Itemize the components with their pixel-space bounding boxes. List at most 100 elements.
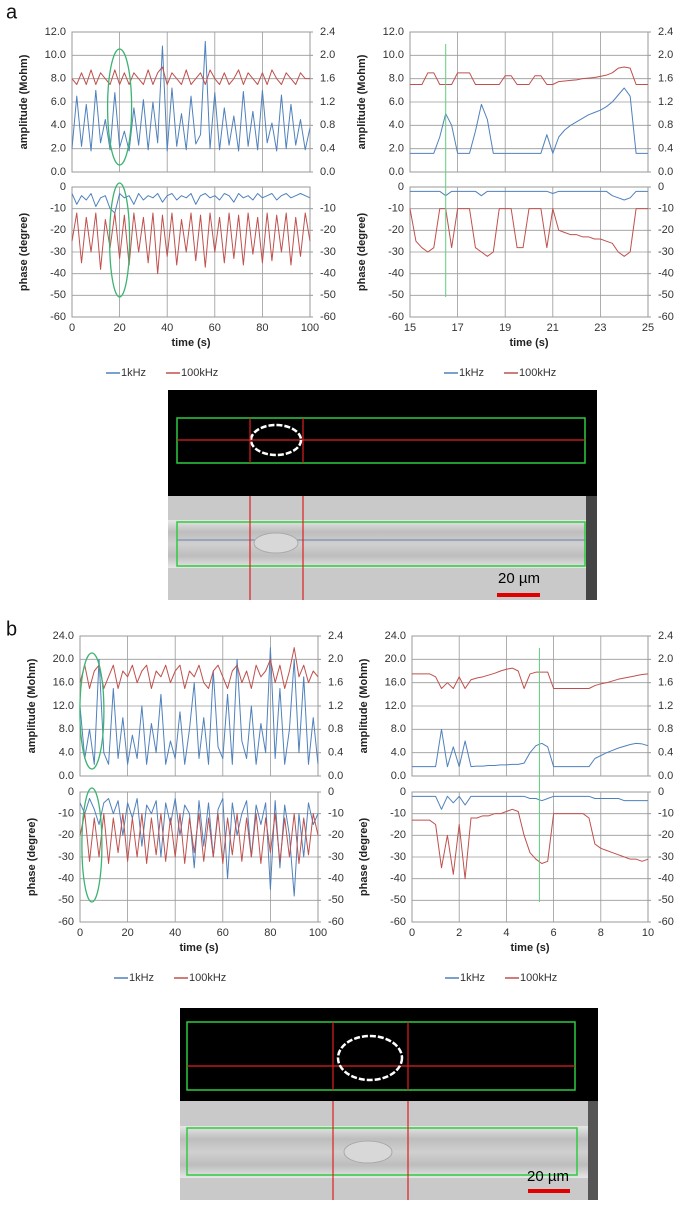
y2-tick-label: -40	[658, 873, 674, 885]
x-tick-label: 8	[598, 927, 604, 939]
y-tick-label: -40	[388, 268, 404, 280]
data-line	[412, 808, 649, 880]
y2-tick-label: 1.2	[320, 96, 335, 108]
x-tick-label: 23	[594, 322, 606, 334]
y-tick-label: 8.0	[51, 73, 66, 85]
y-tick-label: 2.0	[51, 143, 66, 155]
x-axis-title: time (s)	[509, 337, 548, 349]
y-tick-label: 0	[398, 181, 404, 193]
x-tick-label: 25	[642, 322, 654, 334]
data-line	[71, 40, 311, 152]
y-tick-label: 16.0	[53, 677, 74, 689]
y2-tick-label: 1.2	[658, 700, 673, 712]
highlight-ellipse	[81, 787, 103, 903]
y2-tick-label: -20	[320, 224, 336, 236]
y2-tick-label: -40	[320, 268, 336, 280]
y-tick-label: 2.0	[389, 143, 404, 155]
x-tick-label: 2	[456, 927, 462, 939]
chart: 0.0 2.0 4.0 6.0 8.0 10.0 12.0 0.0 0.4 0.8 1.2 1.6 2.…	[356, 26, 674, 379]
y-tick-label: 8.0	[59, 723, 74, 735]
x-tick-label: 0	[409, 927, 415, 939]
data-line	[412, 667, 649, 689]
y-tick-label: 12.0	[383, 26, 404, 38]
y2-tick-label: 0.4	[658, 747, 673, 759]
y2-tick-label: -10	[658, 203, 674, 215]
x-tick-label: 100	[309, 927, 327, 939]
y-tick-label: 10.0	[383, 49, 404, 61]
y2-tick-label: 0	[658, 786, 664, 798]
y-tick-label: 4.0	[389, 119, 404, 131]
legend-label: 1kHz	[459, 367, 484, 379]
y-tick-label: 4.0	[59, 747, 74, 759]
y-tick-label: -50	[58, 894, 74, 906]
y2-tick-label: 2.0	[320, 49, 335, 61]
y-tick-label: -20	[388, 224, 404, 236]
x-axis-title: time (s)	[510, 942, 549, 954]
x-tick-label: 19	[499, 322, 511, 334]
y2-tick-label: 1.2	[328, 700, 343, 712]
y2-tick-label: -60	[320, 311, 336, 323]
y2-tick-label: 0.4	[658, 143, 673, 155]
y-axis-title: amplitude (Mohm)	[358, 658, 370, 753]
y-tick-label: 0	[400, 786, 406, 798]
y-tick-label: 12.0	[385, 700, 406, 712]
y2-tick-label: -30	[658, 851, 674, 863]
y-axis-title: phase (degree)	[356, 213, 368, 292]
x-tick-label: 15	[404, 322, 416, 334]
highlight-ellipse	[108, 182, 131, 298]
data-line	[410, 66, 648, 85]
y2-tick-label: 0.4	[320, 143, 335, 155]
y2-tick-label: -10	[320, 203, 336, 215]
y2-tick-label: -50	[658, 289, 674, 301]
y2-tick-label: -30	[328, 851, 344, 863]
y-tick-label: -60	[390, 916, 406, 928]
micrograph: 20 µm	[180, 1008, 598, 1200]
legend-label: 1kHz	[129, 972, 154, 984]
y2-tick-label: -20	[658, 829, 674, 841]
x-axis-title: time (s)	[171, 337, 210, 349]
y-tick-label: -10	[58, 808, 74, 820]
y2-tick-label: 1.6	[658, 677, 673, 689]
y-tick-label: -50	[50, 289, 66, 301]
y-tick-label: 24.0	[53, 630, 74, 642]
y2-tick-label: 1.2	[658, 96, 673, 108]
legend-label: 100kHz	[189, 972, 226, 984]
y2-tick-label: 0.0	[328, 770, 343, 782]
data-line	[410, 190, 648, 201]
y2-tick-label: 2.0	[658, 653, 673, 665]
y2-tick-label: 0.8	[328, 723, 343, 735]
data-line	[79, 813, 319, 864]
data-line	[409, 208, 648, 257]
scale-label: 20 µm	[527, 1168, 569, 1185]
y-tick-label: -10	[50, 203, 66, 215]
chart: 0.0 2.0 4.0 6.0 8.0 10.0 12.0 0.0 0.4 0.8 1.2 1.6 2.…	[18, 26, 336, 379]
x-tick-label: 80	[256, 322, 268, 334]
y-tick-label: -40	[390, 873, 406, 885]
legend-label: 100kHz	[520, 972, 557, 984]
x-tick-label: 20	[113, 322, 125, 334]
y2-tick-label: -40	[658, 268, 674, 280]
y2-tick-label: -30	[320, 246, 336, 258]
y-axis-title: phase (degree)	[26, 818, 38, 897]
y-tick-label: -20	[58, 829, 74, 841]
x-tick-label: 17	[451, 322, 463, 334]
y-tick-label: 4.0	[51, 119, 66, 131]
x-tick-label: 60	[209, 322, 221, 334]
y2-tick-label: 2.4	[658, 26, 673, 38]
y2-tick-label: -10	[328, 808, 344, 820]
x-tick-label: 100	[301, 322, 319, 334]
y-axis-title: amplitude (Mohm)	[26, 658, 38, 753]
y2-tick-label: 1.6	[320, 73, 335, 85]
x-tick-label: 80	[264, 927, 276, 939]
y-axis-title: phase (degree)	[18, 213, 30, 292]
x-tick-label: 60	[217, 927, 229, 939]
y-tick-label: -40	[50, 268, 66, 280]
y-tick-label: -30	[58, 851, 74, 863]
y-tick-label: 0.0	[51, 166, 66, 178]
x-axis-title: time (s)	[179, 942, 218, 954]
x-tick-label: 40	[169, 927, 181, 939]
x-tick-label: 10	[642, 927, 654, 939]
y2-tick-label: 1.6	[328, 677, 343, 689]
